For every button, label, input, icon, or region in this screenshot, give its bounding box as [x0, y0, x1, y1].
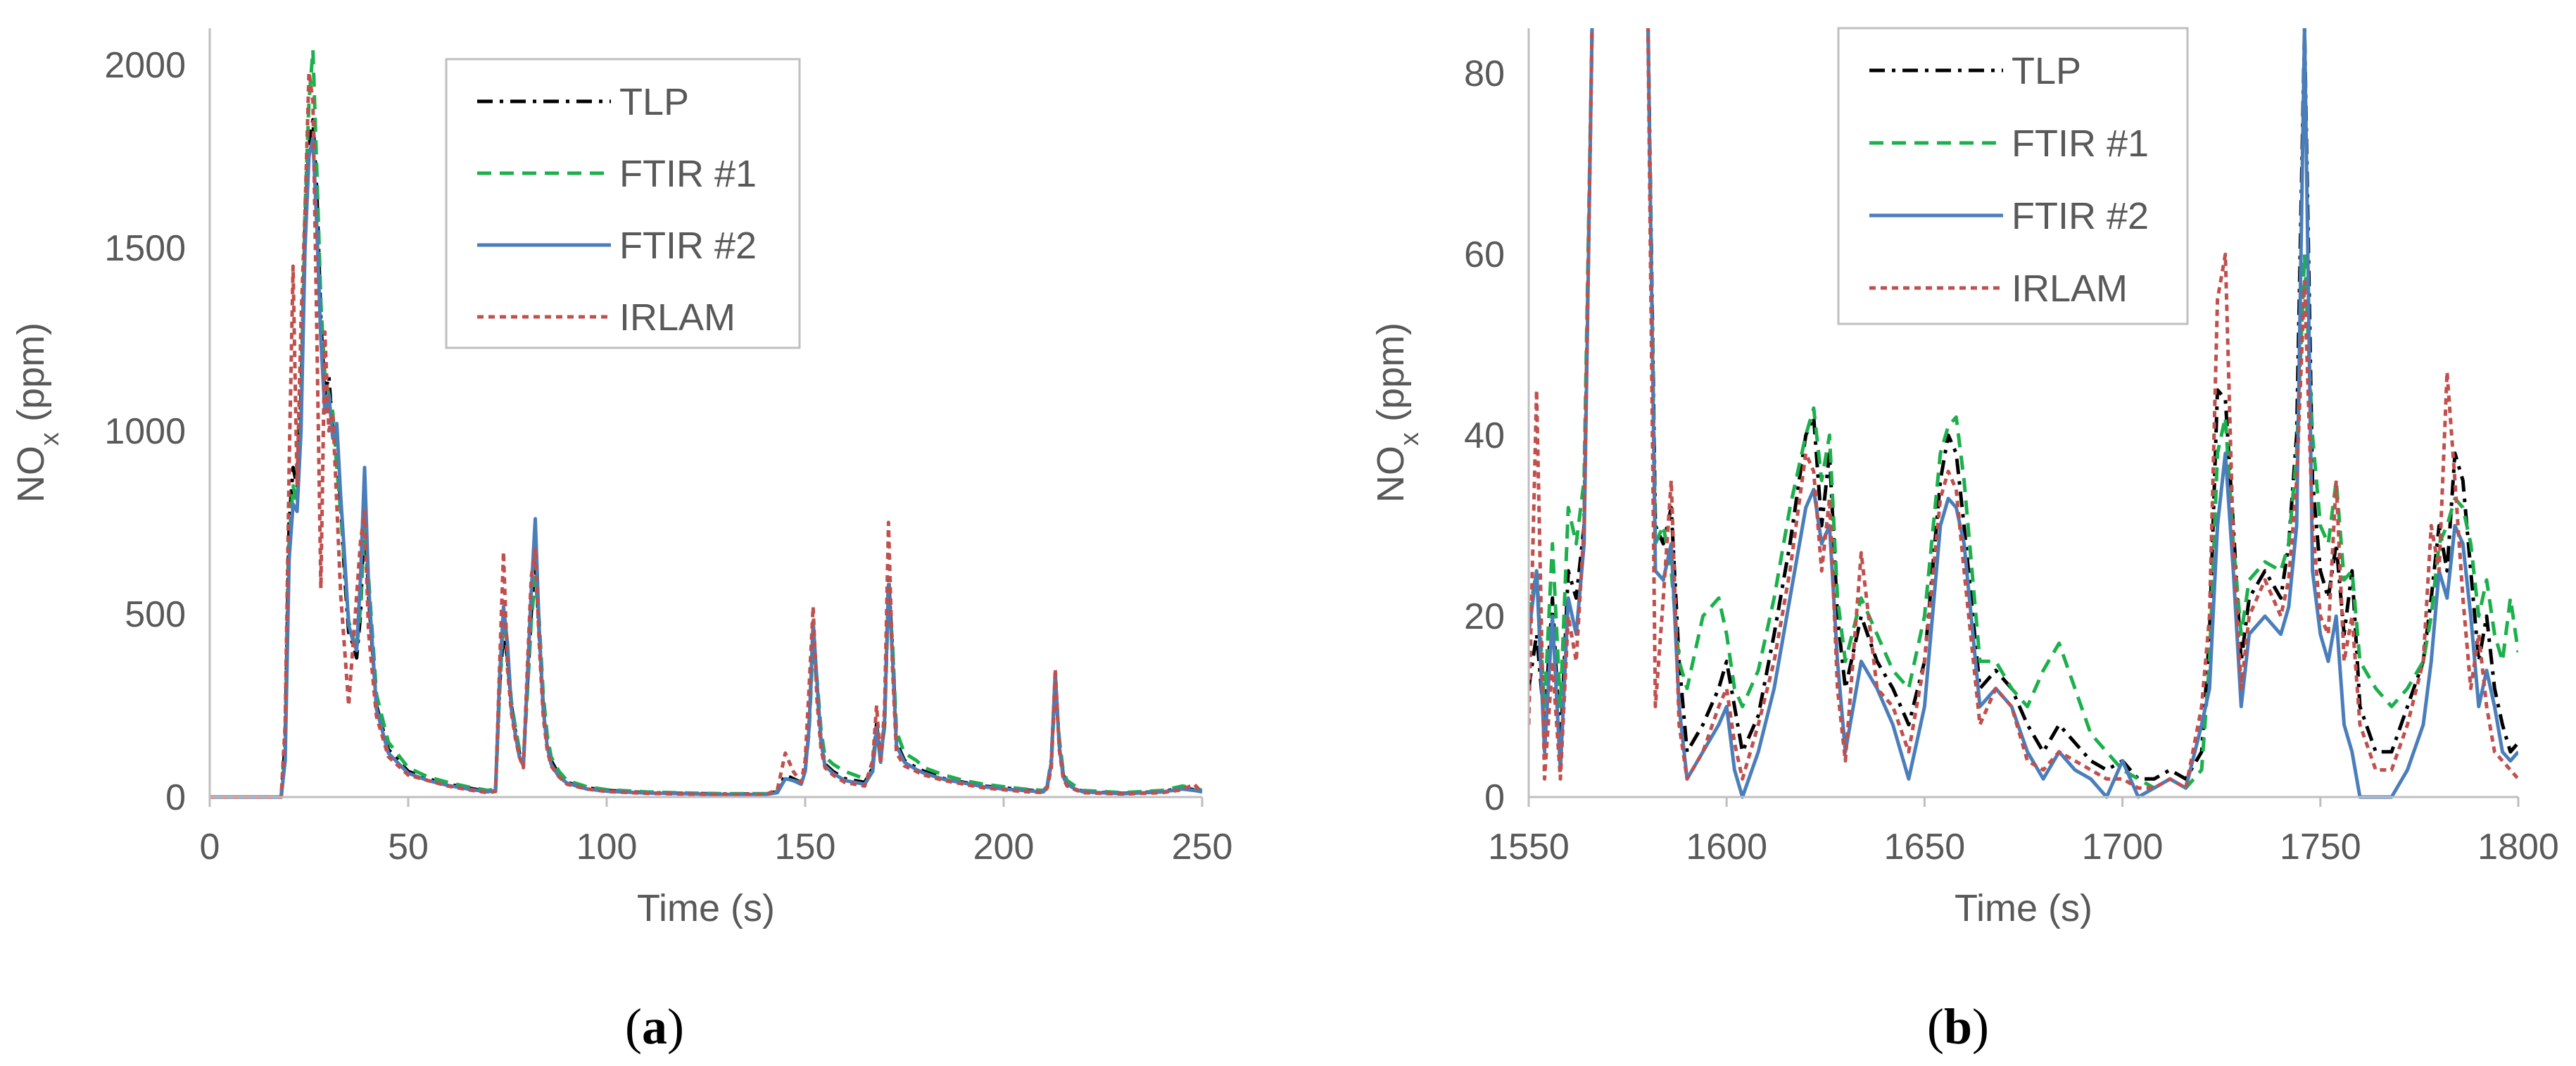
- y-tick-label: 0: [1484, 777, 1505, 818]
- y-tick-label: 1000: [104, 411, 186, 452]
- y-axis-title-sub-a: x: [35, 432, 65, 446]
- y-axis-title-a: NOx (ppm): [10, 322, 65, 503]
- x-tick-label: 200: [973, 827, 1035, 867]
- y-axis-title-sub-b: x: [1395, 432, 1425, 446]
- legend-label: FTIR #2: [2012, 195, 2149, 237]
- panel-label-b: (b): [1927, 998, 1989, 1055]
- y-tick-label: 1500: [104, 228, 186, 269]
- x-tick-label: 1600: [1686, 827, 1767, 867]
- legend-label: IRLAM: [2012, 268, 2128, 310]
- y-tick-label: 40: [1464, 415, 1505, 456]
- y-axis-title-b: NOx (ppm): [1370, 322, 1425, 503]
- x-axis-title-b: Time (s): [1955, 887, 2092, 929]
- x-axis-title-a: Time (s): [637, 887, 775, 929]
- legend-box: [1837, 27, 2189, 325]
- x-tick-label: 50: [388, 827, 429, 867]
- y-tick-label: 80: [1464, 54, 1505, 94]
- series-line-irlam: [1529, 28, 2518, 790]
- chart-panel-a: 0 50 100 150 200 250 0 500 1000 1500 2000 Time (s…: [10, 28, 1232, 1055]
- x-tick-label: 1650: [1884, 827, 1966, 867]
- plot-area-a: [210, 48, 1202, 799]
- legend-label: TLP: [619, 81, 689, 123]
- x-tick-label: 100: [576, 827, 638, 867]
- x-ticks-b: 1550 1600 1650 1700 1750 1800: [1488, 797, 2559, 867]
- y-tick-label: 20: [1464, 596, 1505, 637]
- y-axis-title-unit-a: (ppm): [10, 322, 52, 432]
- panel-label-a: (a): [625, 998, 684, 1055]
- series-line-tlp: [1529, 28, 2518, 781]
- legend-label: FTIR #2: [619, 225, 757, 267]
- x-tick-label: 250: [1172, 827, 1233, 867]
- y-tick-label: 60: [1464, 234, 1505, 275]
- panel-label-a-letter: a: [642, 998, 667, 1055]
- legend-label: IRLAM: [619, 296, 735, 339]
- panel-label-b-letter: b: [1944, 998, 1972, 1055]
- chart-panel-b: 1550 1600 1650 1700 1750 1800 0 20 40 60 80 Time …: [1370, 27, 2559, 1055]
- y-tick-label: 2000: [104, 45, 186, 86]
- legend-label: FTIR #1: [2012, 123, 2149, 165]
- x-tick-label: 150: [775, 827, 836, 867]
- series-line-irlam: [210, 70, 1202, 799]
- legend-label: TLP: [2012, 50, 2081, 92]
- y-tick-label: 500: [125, 594, 186, 635]
- x-tick-label: 0: [200, 827, 220, 867]
- x-tick-label: 1550: [1488, 827, 1570, 867]
- x-tick-label: 1750: [2280, 827, 2361, 867]
- y-ticks-b: 0 20 40 60 80: [1464, 54, 1505, 818]
- x-tick-label: 1800: [2477, 827, 2559, 867]
- legend-a: TLP FTIR #1 FTIR #2 IRLAM: [445, 58, 801, 349]
- series-line-ftir-1: [1529, 28, 2518, 790]
- legend-box: [445, 58, 801, 349]
- y-axis-title-main-a: NO: [10, 446, 52, 503]
- y-axis-title-unit-b: (ppm): [1370, 322, 1412, 432]
- legend-label: FTIR #1: [619, 153, 757, 195]
- x-tick-label: 1700: [2082, 827, 2164, 867]
- series-line-ftir-1: [210, 48, 1202, 799]
- y-ticks-a: 0 500 1000 1500 2000: [104, 45, 186, 818]
- legend-b: TLP FTIR #1 FTIR #2 IRLAM: [1837, 27, 2189, 325]
- y-axis-title-main-b: NO: [1370, 446, 1412, 503]
- x-ticks-a: 0 50 100 150 200 250: [200, 797, 1233, 867]
- y-tick-label: 0: [165, 777, 186, 818]
